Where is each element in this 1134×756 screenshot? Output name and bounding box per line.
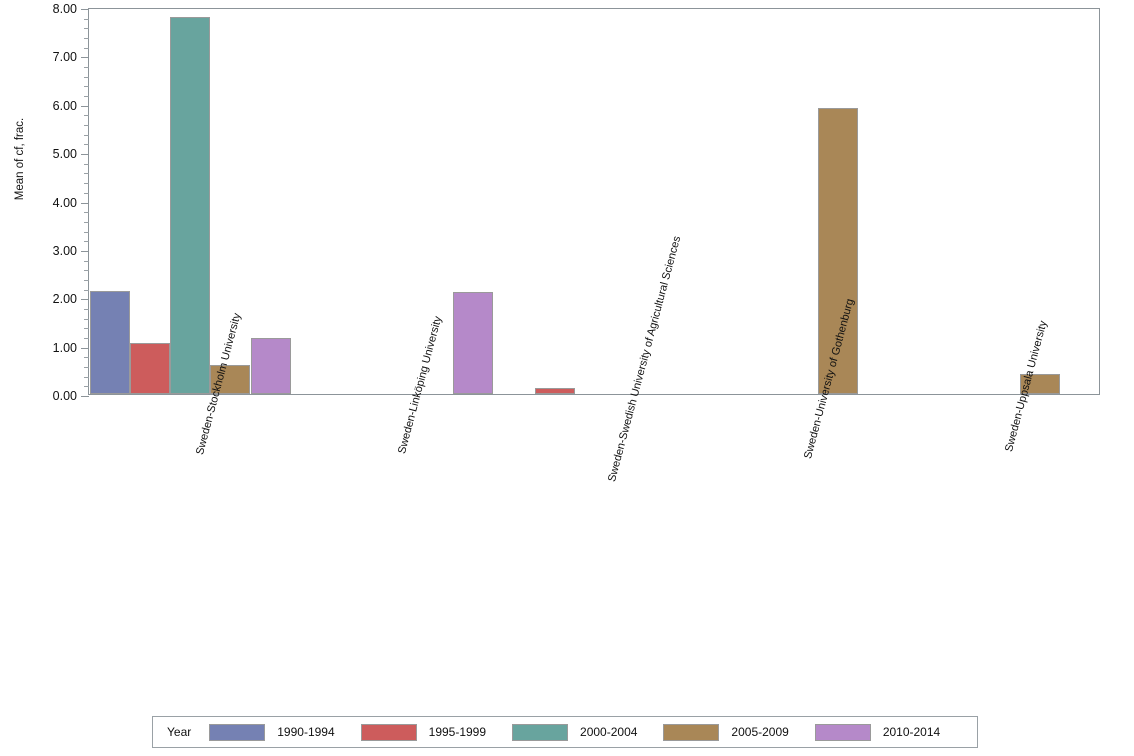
chart-legend[interactable]: Year 1990-1994 1995-1999 2000-2004 2005-200… <box>152 716 978 748</box>
y-tick-minor <box>84 270 89 272</box>
y-tick-minor <box>84 173 89 175</box>
y-tick-minor <box>84 386 89 388</box>
y-tick-label: 2.00 <box>52 292 77 307</box>
y-tick-label: 7.00 <box>52 50 77 65</box>
y-tick-minor <box>84 47 89 49</box>
bar[interactable] <box>170 17 211 394</box>
y-tick-major <box>81 396 89 397</box>
bar[interactable] <box>210 365 251 394</box>
y-tick-minor <box>84 260 89 262</box>
legend-label: 1995-1999 <box>428 725 487 739</box>
y-tick-minor <box>84 318 89 320</box>
y-tick-label: 3.00 <box>52 243 77 258</box>
y-tick-minor <box>84 38 89 40</box>
y-tick-major <box>81 57 89 59</box>
y-tick-minor <box>84 163 89 165</box>
y-tick-minor <box>84 231 89 233</box>
legend-item[interactable]: 2000-2004 <box>512 723 638 741</box>
y-tick-minor <box>84 279 89 281</box>
y-tick-major <box>81 250 89 252</box>
y-tick-minor <box>84 357 89 359</box>
y-tick-minor <box>84 212 89 214</box>
legend-swatch <box>663 723 720 741</box>
y-tick-minor <box>84 376 89 378</box>
y-tick-major <box>81 9 89 10</box>
bar[interactable] <box>89 290 130 394</box>
legend-item[interactable]: 1990-1994 <box>209 723 335 741</box>
bar[interactable] <box>129 343 171 394</box>
y-tick-minor <box>84 67 89 69</box>
legend-item[interactable]: 2010-2014 <box>814 723 941 741</box>
legend-label: 2005-2009 <box>731 725 789 739</box>
y-tick-major <box>81 105 89 107</box>
y-tick-label: 4.00 <box>52 195 77 210</box>
y-tick-label: 1.00 <box>52 340 77 355</box>
legend-swatch <box>360 723 417 741</box>
y-tick-minor <box>84 134 89 136</box>
y-tick-minor <box>84 337 89 339</box>
y-axis-title: Mean of cf, frac. <box>14 117 26 201</box>
y-tick-minor <box>84 308 89 310</box>
bar[interactable] <box>452 291 494 394</box>
legend-item[interactable]: 1995-1999 <box>360 723 487 741</box>
y-tick-major <box>81 154 89 156</box>
y-tick-minor <box>84 125 89 127</box>
y-tick-minor <box>84 76 89 78</box>
y-tick-label: 6.00 <box>52 98 77 113</box>
legend-swatch <box>814 723 871 741</box>
y-tick-minor <box>84 18 89 20</box>
y-tick-label: 8.00 <box>52 2 77 16</box>
y-tick-minor <box>84 192 89 194</box>
y-tick-minor <box>84 144 89 146</box>
y-tick-major <box>81 347 89 349</box>
y-tick-minor <box>84 328 89 330</box>
legend-label: 2000-2004 <box>580 725 638 739</box>
bar[interactable] <box>534 387 575 394</box>
y-tick-minor <box>84 183 89 185</box>
legend-label: 1990-1994 <box>277 725 335 739</box>
bar[interactable] <box>250 338 291 394</box>
y-tick-label: 5.00 <box>52 147 77 162</box>
y-tick-major <box>81 299 89 301</box>
y-tick-minor <box>84 366 89 368</box>
y-tick-minor <box>84 28 89 30</box>
y-tick-minor <box>84 96 89 98</box>
legend-swatch <box>209 723 266 741</box>
y-tick-minor <box>84 86 89 88</box>
legend-title: Year <box>167 725 192 739</box>
bar[interactable] <box>817 108 858 394</box>
bar[interactable] <box>1019 373 1061 394</box>
legend-label: 2010-2014 <box>882 725 941 739</box>
y-tick-minor <box>84 241 89 243</box>
y-tick-major <box>81 202 89 204</box>
y-tick-label: 0.00 <box>52 389 77 403</box>
legend-item[interactable]: 2005-2009 <box>663 723 789 741</box>
y-tick-minor <box>84 289 89 291</box>
y-tick-minor <box>84 115 89 117</box>
plot-area: 0.00 1.00 2.00 3.00 4.00 5.00 6.00 7.00 8.00 <box>53 2 1100 403</box>
legend-swatch <box>512 723 569 741</box>
y-tick-minor <box>84 221 89 223</box>
